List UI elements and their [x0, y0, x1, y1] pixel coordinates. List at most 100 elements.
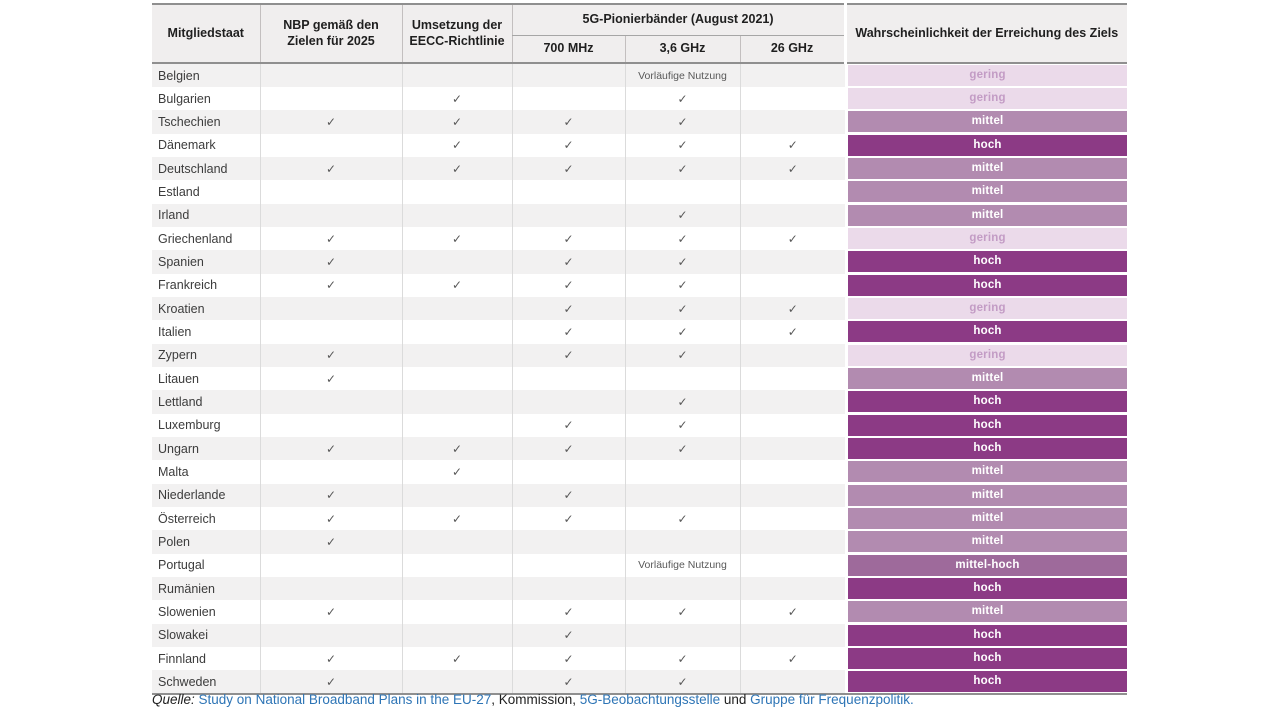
- probability-badge: mittel-hoch: [848, 554, 1128, 576]
- probability-badge: hoch: [848, 134, 1128, 156]
- probability-badge: hoch: [848, 648, 1128, 670]
- mhz700-cell: ✓: [511, 320, 625, 344]
- probability-badge: mittel: [848, 368, 1128, 390]
- mhz700-cell: ✓: [511, 133, 625, 157]
- eecc-cell: [401, 576, 512, 601]
- ghz36-cell: ✓: [624, 390, 740, 414]
- probability-badge: mittel: [848, 158, 1128, 180]
- nbp-cell: ✓: [259, 530, 402, 554]
- ghz36-cell: ✓: [624, 436, 740, 461]
- eecc-cell: ✓: [401, 156, 512, 181]
- table-row: Ungarn ✓ ✓ ✓ ✓ hoch: [152, 436, 1128, 461]
- member-state-name: Estland: [152, 180, 260, 204]
- probability-cell: gering: [845, 87, 1128, 111]
- nbp-cell: ✓: [259, 600, 402, 624]
- ghz36-cell: [624, 530, 740, 554]
- ghz26-cell: [739, 250, 846, 274]
- nbp-cell: [259, 180, 402, 204]
- probability-cell: mittel: [845, 110, 1128, 134]
- member-state-name: Belgien: [152, 63, 260, 87]
- probability-cell: gering: [845, 226, 1128, 251]
- member-state-name: Finnland: [152, 646, 260, 671]
- probability-badge: hoch: [848, 274, 1128, 296]
- probability-badge: hoch: [848, 624, 1128, 646]
- mhz700-cell: [511, 460, 625, 484]
- source-link-study[interactable]: Study on National Broadband Plans in the…: [198, 692, 492, 707]
- ghz36-provisional-note: Vorläufige Nutzung: [624, 553, 740, 577]
- probability-badge: mittel: [848, 531, 1128, 553]
- ghz26-cell: [739, 436, 846, 461]
- probability-cell: gering: [845, 63, 1128, 87]
- mhz700-cell: ✓: [511, 273, 625, 297]
- probability-badge: mittel: [848, 181, 1128, 203]
- mhz700-cell: [511, 530, 625, 554]
- eecc-cell: [401, 670, 512, 695]
- mhz700-cell: ✓: [511, 646, 625, 671]
- probability-cell: mittel: [845, 366, 1128, 391]
- ghz26-cell: [739, 483, 846, 507]
- ghz26-cell: [739, 390, 846, 414]
- mhz700-cell: [511, 553, 625, 577]
- probability-badge: hoch: [848, 391, 1128, 413]
- source-label: Quelle:: [152, 692, 199, 707]
- mhz700-cell: ✓: [511, 343, 625, 367]
- source-link-frequency-group[interactable]: Gruppe für Frequenzpolitik.: [750, 692, 914, 707]
- eecc-cell: [401, 366, 512, 391]
- probability-cell: mittel: [845, 483, 1128, 507]
- mhz700-cell: ✓: [511, 483, 625, 507]
- mhz700-cell: ✓: [511, 296, 625, 321]
- probability-badge: hoch: [848, 321, 1128, 343]
- ghz26-cell: ✓: [739, 156, 846, 181]
- probability-badge: hoch: [848, 414, 1128, 436]
- eecc-cell: [401, 320, 512, 344]
- probability-cell: hoch: [845, 250, 1128, 274]
- col-header-mitgliedstaat: Mitgliedstaat: [152, 4, 260, 63]
- probability-cell: hoch: [845, 320, 1128, 344]
- col-header-700mhz: 700 MHz: [511, 35, 625, 63]
- nbp-cell: ✓: [259, 273, 402, 297]
- ghz36-cell: [624, 483, 740, 507]
- ghz26-cell: [739, 623, 846, 647]
- ghz26-cell: [739, 670, 846, 695]
- ghz36-cell: ✓: [624, 110, 740, 134]
- mhz700-cell: ✓: [511, 670, 625, 695]
- member-state-name: Rumänien: [152, 576, 260, 601]
- mhz700-cell: [511, 180, 625, 204]
- ghz26-cell: [739, 63, 846, 87]
- member-state-name: Tschechien: [152, 110, 260, 134]
- table-row: Bulgarien ✓ ✓ gering: [152, 87, 1128, 111]
- table-row: Litauen ✓ mittel: [152, 366, 1128, 391]
- mhz700-cell: ✓: [511, 413, 625, 437]
- mhz700-cell: [511, 390, 625, 414]
- nbp-cell: ✓: [259, 436, 402, 461]
- mhz700-cell: [511, 576, 625, 601]
- member-state-name: Frankreich: [152, 273, 260, 297]
- ghz36-cell: ✓: [624, 413, 740, 437]
- eecc-cell: ✓: [401, 273, 512, 297]
- table-row: Griechenland ✓ ✓ ✓ ✓ ✓ gering: [152, 226, 1128, 251]
- nbp-cell: ✓: [259, 156, 402, 181]
- ghz36-cell: ✓: [624, 87, 740, 111]
- ghz26-cell: ✓: [739, 226, 846, 251]
- table-row: Lettland ✓ hoch: [152, 390, 1128, 414]
- source-line: Quelle: Study on National Broadband Plan…: [152, 692, 914, 707]
- mhz700-cell: [511, 87, 625, 111]
- ghz36-cell: ✓: [624, 133, 740, 157]
- member-state-name: Ungarn: [152, 436, 260, 461]
- nbp-cell: [259, 576, 402, 601]
- probability-badge: gering: [848, 298, 1128, 320]
- ghz26-cell: [739, 576, 846, 601]
- member-state-name: Österreich: [152, 506, 260, 531]
- nbp-cell: ✓: [259, 670, 402, 695]
- nbp-cell: [259, 203, 402, 227]
- col-header-pioneer-bands: 5G-Pionierbänder (August 2021): [511, 4, 846, 36]
- col-header-probability: Wahrscheinlichkeit der Erreichung des Zi…: [843, 4, 1128, 63]
- nbp-cell: [259, 623, 402, 647]
- source-link-5g-observatory[interactable]: 5G-Beobachtungsstelle: [579, 692, 721, 707]
- mhz700-cell: ✓: [511, 506, 625, 531]
- member-state-name: Deutschland: [152, 156, 260, 181]
- eecc-cell: [401, 623, 512, 647]
- 5g-readiness-table: Mitgliedstaat NBP gemäß den Zielen für 2…: [152, 3, 1128, 696]
- probability-cell: gering: [845, 343, 1128, 367]
- probability-cell: hoch: [845, 133, 1128, 157]
